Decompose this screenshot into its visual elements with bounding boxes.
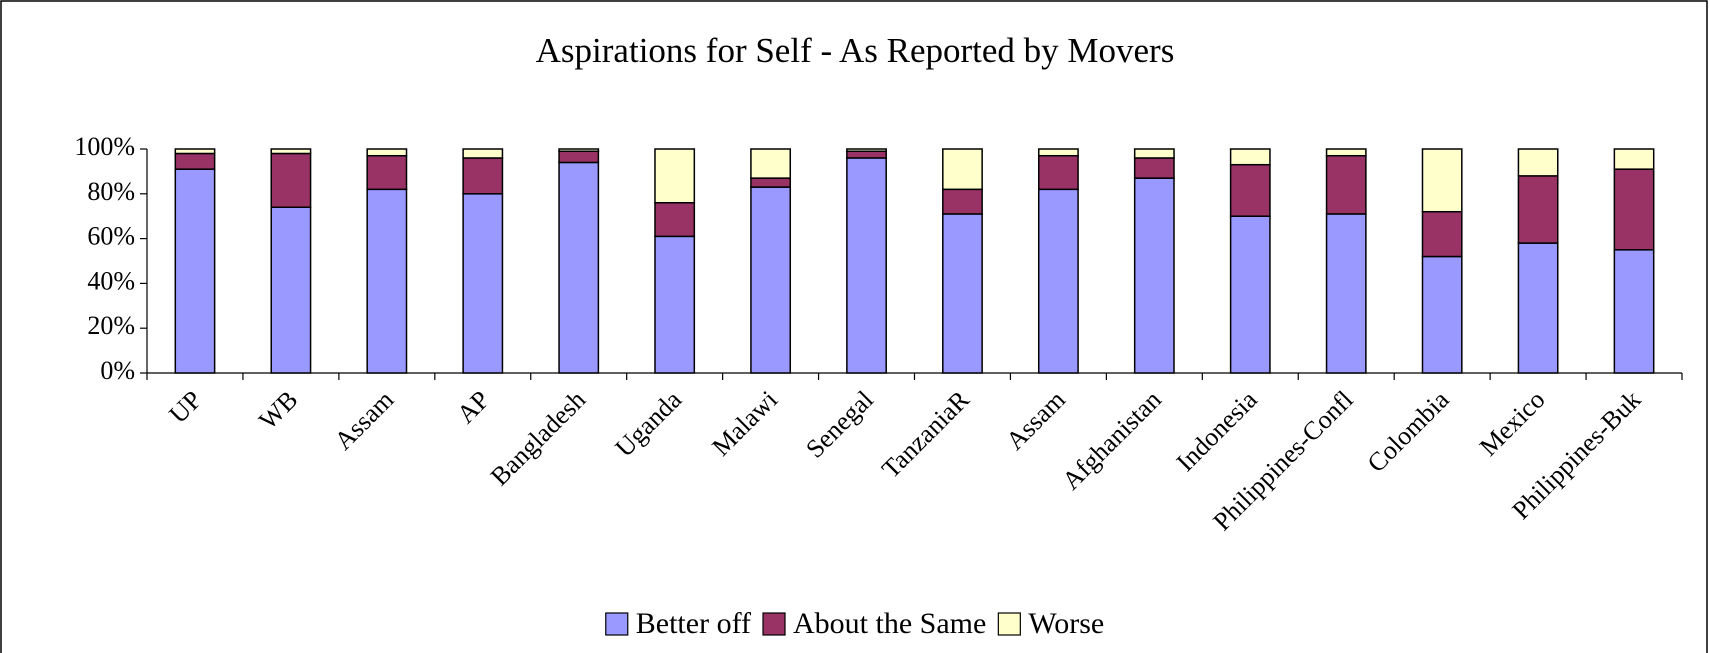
- bar-segment: [1613, 168, 1655, 251]
- bar-segment: [1133, 177, 1175, 374]
- bar-segment: [1517, 242, 1559, 374]
- bar-segment: [1037, 148, 1079, 157]
- bar-segment: [270, 152, 312, 208]
- bar-segment: [654, 202, 696, 238]
- bar-segment: [174, 152, 216, 170]
- bar-segment: [1037, 154, 1079, 191]
- bar-segment: [558, 148, 600, 152]
- bar-segment: [1517, 175, 1559, 244]
- bar-segment: [654, 235, 696, 374]
- legend-swatch: [605, 612, 629, 636]
- bar-segment: [1421, 148, 1463, 213]
- bar-segment: [1325, 148, 1367, 157]
- bar-segment: [462, 193, 504, 374]
- bar-segment: [1421, 255, 1463, 374]
- y-tick-label: 0%: [100, 356, 135, 385]
- bar-segment: [174, 148, 216, 155]
- legend-label: About the Same: [793, 607, 986, 640]
- bar-segment: [270, 148, 312, 155]
- y-tick-label: 60%: [87, 222, 135, 251]
- bar-segment: [846, 150, 887, 159]
- bar-segment: [846, 148, 887, 152]
- y-tick-label: 20%: [87, 311, 135, 340]
- legend-label: Better off: [636, 607, 751, 640]
- bar-segment: [1037, 188, 1079, 374]
- bar-segment: [1517, 148, 1559, 177]
- bar-segment: [1613, 249, 1655, 374]
- bar-segment: [654, 148, 696, 204]
- bar-segment: [366, 188, 408, 374]
- bar-segment: [750, 148, 792, 179]
- chart-title: Aspirations for Self - As Reported by Mo…: [536, 31, 1175, 70]
- y-tick-label: 100%: [74, 132, 135, 161]
- bar-segment: [558, 161, 600, 374]
- bar-segment: [1133, 157, 1175, 179]
- y-tick-label: 40%: [87, 266, 135, 295]
- legend-swatch: [997, 612, 1021, 636]
- bar-segment: [942, 213, 983, 374]
- bar-segment: [750, 177, 792, 188]
- legend-swatch: [762, 612, 786, 636]
- bar-segment: [174, 168, 216, 374]
- bar-segment: [942, 188, 983, 215]
- bar-segment: [366, 154, 408, 191]
- bar-segment: [1133, 148, 1175, 159]
- bar-segment: [846, 157, 887, 374]
- bar-segment: [462, 148, 504, 159]
- bar-segment: [270, 206, 312, 374]
- y-tick-label: 80%: [87, 177, 135, 206]
- bar-segment: [1229, 215, 1271, 374]
- bar-segment: [1325, 213, 1367, 374]
- legend-label: Worse: [1028, 607, 1104, 640]
- bar-segment: [1325, 154, 1367, 215]
- bar-segment: [750, 186, 792, 374]
- bar-segment: [1229, 163, 1271, 217]
- bar-segment: [1229, 148, 1271, 166]
- bar-segment: [558, 150, 600, 164]
- bar-segment: [942, 148, 983, 191]
- bar-segment: [1421, 210, 1463, 258]
- bar-segment: [1613, 148, 1655, 170]
- bar-segment: [366, 148, 408, 157]
- bar-segment: [462, 157, 504, 195]
